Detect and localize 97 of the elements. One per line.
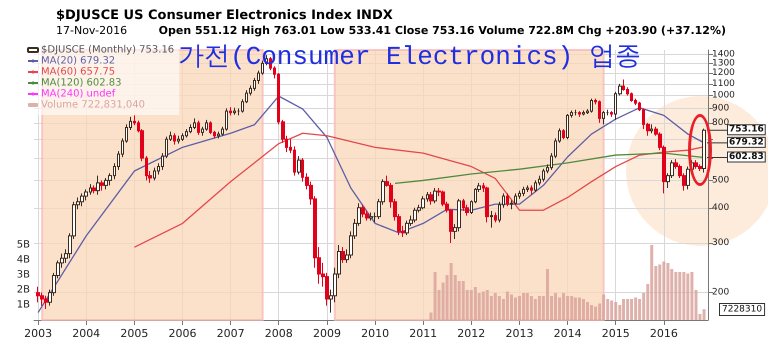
candlestick (650, 124, 653, 134)
x-tick-label: 2003 (24, 327, 52, 340)
candlestick (44, 295, 48, 310)
candlestick (181, 132, 184, 142)
x-tick-label: 2007 (216, 327, 245, 340)
x-tick-label: 2016 (650, 327, 678, 340)
candlestick (622, 78, 625, 92)
candlestick (610, 110, 613, 118)
x-tick-label: 2013 (506, 327, 534, 340)
candlestick (173, 132, 176, 146)
x-tick-label: 2014 (554, 327, 582, 340)
legend-label: MA(120) 602.83 (41, 78, 122, 88)
legend-label: MA(240) undef (41, 88, 116, 100)
y-tick-label: 1000 (712, 90, 736, 101)
y-tick-label: 1400 (712, 49, 736, 60)
legend-label: MA(60) 657.75 (41, 66, 116, 78)
y2-tick-label: 3B (16, 270, 30, 280)
y-tick-label: 200 (712, 288, 730, 298)
candlestick (578, 110, 581, 118)
candlestick (185, 128, 188, 138)
candlestick (506, 192, 509, 207)
candlestick (369, 212, 373, 222)
x-tick-label: 2012 (457, 327, 486, 340)
y-tick-label: 1200 (712, 68, 736, 78)
candlestick (413, 207, 417, 223)
candlestick (361, 204, 365, 218)
candlestick (429, 191, 433, 206)
candlestick (542, 168, 545, 182)
legend-label: $DJUSCE (Monthly) 753.16 (41, 44, 174, 56)
y-tick-label: 900 (712, 103, 730, 114)
y2-tick-label: 1B (16, 300, 30, 310)
candlestick (462, 198, 465, 212)
candlestick (229, 106, 232, 116)
candlestick (297, 156, 301, 175)
candlestick (566, 113, 569, 140)
candlestick (36, 286, 40, 303)
chart-title: $DJUSCE US Consumer Electronics Index INDX (55, 8, 394, 24)
legend-label: MA(20) 679.32 (41, 56, 116, 66)
candlestick (702, 128, 706, 173)
annotation: 679.32 (729, 137, 764, 148)
candlestick (80, 192, 84, 207)
annotation: 602.83 (729, 152, 764, 162)
y2-tick-label: 5B (16, 240, 30, 250)
candlestick (590, 98, 593, 114)
candlestick (514, 192, 517, 206)
legend-label: Volume 722,831,040 (41, 100, 145, 110)
y-tick-label: 400 (712, 202, 730, 213)
line-series (394, 152, 705, 184)
candlestick (100, 180, 104, 192)
candlestick (104, 178, 108, 190)
y2-tick-label: 4B (16, 254, 30, 266)
candlestick (433, 188, 437, 204)
x-tick-label: 2010 (361, 327, 390, 340)
candlestick (490, 210, 493, 228)
line-series (134, 132, 705, 248)
candlestick (193, 118, 196, 130)
candlestick (153, 167, 156, 181)
candlestick (233, 107, 236, 116)
candlestick (694, 160, 698, 170)
candlestick (92, 184, 96, 194)
candlestick (598, 100, 601, 124)
candlestick (494, 212, 497, 223)
x-tick-label: 2005 (120, 327, 148, 340)
y-tick-label: 800 (712, 118, 730, 128)
x-tick-label: 2015 (602, 327, 630, 340)
text: 7228310 (722, 304, 762, 314)
y2-tick-label: 2B (16, 284, 30, 296)
y-tick-label: 500 (712, 175, 730, 186)
candlestick (562, 128, 565, 140)
candlestick (686, 166, 690, 190)
candlestick (530, 184, 533, 196)
candlestick (534, 180, 537, 192)
x-tick-label: 2009 (312, 327, 341, 340)
candlestick (177, 135, 180, 144)
y-tick-label: 1300 (712, 58, 736, 68)
candlestick (574, 109, 577, 116)
candlestick (96, 175, 100, 196)
candlestick (526, 184, 529, 192)
chart-subtitle: 17-Nov-2016 (56, 24, 128, 38)
x-tick-label: 2008 (264, 327, 293, 340)
candlestick (197, 120, 200, 136)
candlestick (341, 246, 345, 264)
candlestick (209, 120, 212, 135)
x-tick-label: 2011 (409, 327, 438, 340)
candlestick (602, 110, 605, 125)
annotation: 가전(Consumer Electronics) 업종 (178, 42, 641, 72)
candlestick (421, 196, 425, 210)
x-tick-label: 2006 (168, 327, 197, 340)
y-tick-label: 300 (712, 238, 730, 248)
candlestick (698, 164, 702, 172)
annotation: 753.16 (729, 124, 764, 135)
y-tick-label: 1100 (712, 78, 736, 89)
x-tick-label: 2004 (72, 327, 100, 340)
candlestick (582, 110, 585, 116)
candlestick (485, 186, 489, 223)
candlestick (522, 186, 525, 197)
text: Open 551.12 High 763.01 Low 533.41 Close 753.16 Volume 722.8M Chg +203.90 (+37.12%) (158, 24, 726, 38)
